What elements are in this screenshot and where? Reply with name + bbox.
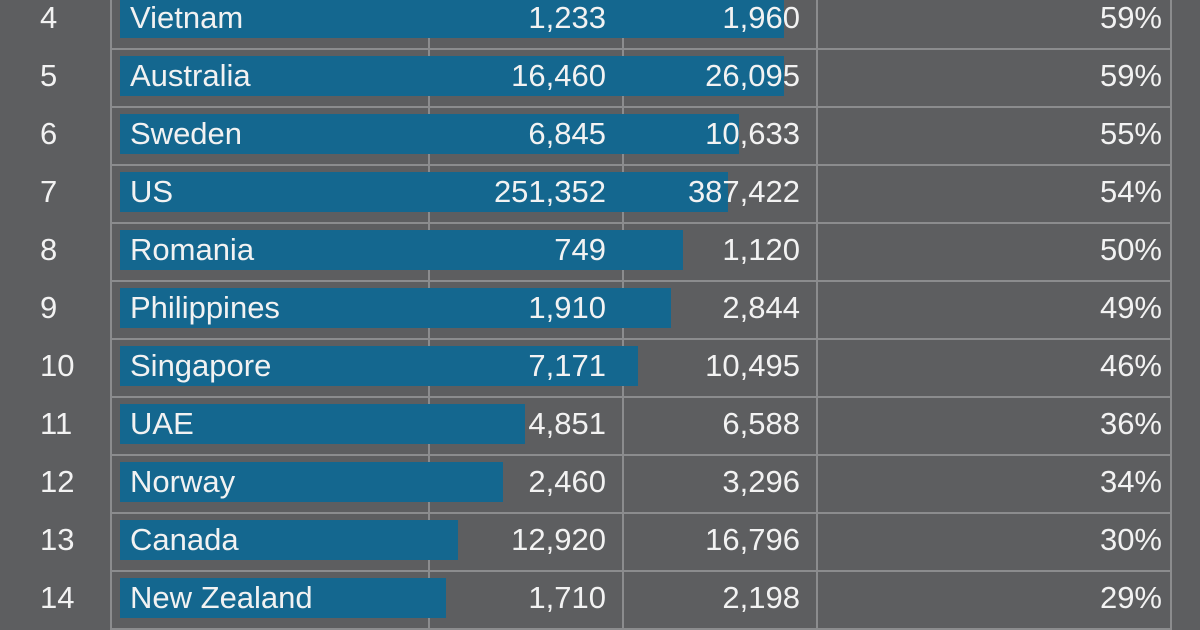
country-cell: Sweden [130, 116, 243, 151]
rank-cell: 10 [40, 348, 75, 383]
row-divider [112, 570, 1172, 572]
table-row: 14 New Zealand 1,710 2,198 29% [0, 574, 1200, 630]
value-1-cell: 1,710 [528, 580, 606, 615]
country-cell: UAE [130, 406, 194, 441]
table-row: 13 Canada 12,920 16,796 30% [0, 516, 1200, 572]
percent-cell: 46% [1099, 348, 1162, 383]
rank-cell: 4 [40, 0, 58, 35]
row-divider [112, 454, 1172, 456]
percent-cell: 30% [1099, 522, 1162, 557]
value-1-cell: 749 [554, 232, 606, 267]
percent-cell: 36% [1099, 406, 1162, 441]
rank-cell: 9 [40, 290, 58, 325]
rank-cell: 8 [40, 232, 58, 267]
value-2-cell: 2,198 [722, 580, 800, 615]
column-divider-rank [110, 0, 112, 630]
value-1-cell: 1,233 [528, 0, 606, 35]
country-cell: Philippines [130, 290, 280, 325]
percent-cell: 54% [1099, 174, 1162, 209]
row-divider [112, 106, 1172, 108]
table-row: 4 Vietnam 1,233 1,960 59% [0, 0, 1200, 50]
row-divider [112, 280, 1172, 282]
column-divider-value-2 [816, 0, 818, 630]
country-cell: Singapore [130, 348, 272, 383]
rank-cell: 11 [40, 406, 73, 441]
value-1-cell: 251,352 [493, 174, 606, 209]
percent-bar [120, 346, 638, 386]
table-row: 10 Singapore 7,171 10,495 46% [0, 342, 1200, 398]
percent-bar [120, 462, 503, 502]
value-1-cell: 12,920 [511, 522, 606, 557]
table-row: 5 Australia 16,460 26,095 59% [0, 52, 1200, 108]
percent-bar [120, 520, 458, 560]
row-divider [112, 512, 1172, 514]
row-divider [112, 222, 1172, 224]
percent-cell: 29% [1099, 580, 1162, 615]
table-row: 9 Philippines 1,910 2,844 49% [0, 284, 1200, 340]
country-cell: Canada [130, 522, 239, 557]
percent-bar [120, 230, 683, 270]
percent-cell: 34% [1099, 464, 1162, 499]
rank-cell: 5 [40, 58, 58, 93]
country-cell: New Zealand [130, 580, 313, 615]
table-row: 11 UAE 4,851 6,588 36% [0, 400, 1200, 456]
row-divider [112, 338, 1172, 340]
percent-cell: 49% [1099, 290, 1162, 325]
country-cell: Australia [130, 58, 251, 93]
value-2-cell: 387,422 [687, 174, 800, 209]
rank-cell: 7 [40, 174, 58, 209]
percent-cell: 50% [1099, 232, 1162, 267]
percent-bar [120, 404, 525, 444]
percent-bar [120, 288, 672, 328]
table-row: 6 Sweden 6,845 10,633 55% [0, 110, 1200, 166]
percent-cell: 55% [1099, 116, 1162, 151]
value-1-cell: 7,171 [528, 348, 606, 383]
value-1-cell: 6,845 [528, 116, 606, 151]
rank-cell: 14 [40, 580, 75, 615]
table-row: 12 Norway 2,460 3,296 34% [0, 458, 1200, 514]
value-2-cell: 3,296 [722, 464, 800, 499]
country-cell: Romania [130, 232, 255, 267]
percent-cell: 59% [1099, 0, 1162, 35]
percent-bar [120, 578, 447, 618]
value-2-cell: 16,796 [705, 522, 800, 557]
table-row: 7 US 251,352 387,422 54% [0, 168, 1200, 224]
row-divider [112, 396, 1172, 398]
country-cell: Vietnam [130, 0, 244, 35]
row-divider [112, 628, 1172, 630]
row-divider [112, 164, 1172, 166]
value-1-cell: 4,851 [528, 406, 606, 441]
rank-cell: 6 [40, 116, 58, 151]
value-1-cell: 1,910 [528, 290, 606, 325]
value-2-cell: 10,495 [705, 348, 800, 383]
percent-cell: 59% [1099, 58, 1162, 93]
value-1-cell: 16,460 [511, 58, 606, 93]
column-divider-right-edge [1170, 0, 1172, 630]
table-row: 8 Romania 749 1,120 50% [0, 226, 1200, 282]
value-2-cell: 10,633 [705, 116, 800, 151]
country-cell: Norway [130, 464, 236, 499]
value-1-cell: 2,460 [528, 464, 606, 499]
percent-bar [120, 172, 728, 212]
percent-bar [120, 114, 739, 154]
rank-cell: 12 [40, 464, 75, 499]
value-2-cell: 1,120 [722, 232, 800, 267]
value-2-cell: 26,095 [705, 58, 800, 93]
value-2-cell: 1,960 [722, 0, 800, 35]
row-divider [112, 48, 1172, 50]
percent-bar [120, 0, 784, 38]
value-2-cell: 6,588 [722, 406, 800, 441]
rank-cell: 13 [40, 522, 75, 557]
country-cell: US [130, 174, 174, 209]
percent-bar [120, 56, 784, 96]
value-2-cell: 2,844 [722, 290, 800, 325]
